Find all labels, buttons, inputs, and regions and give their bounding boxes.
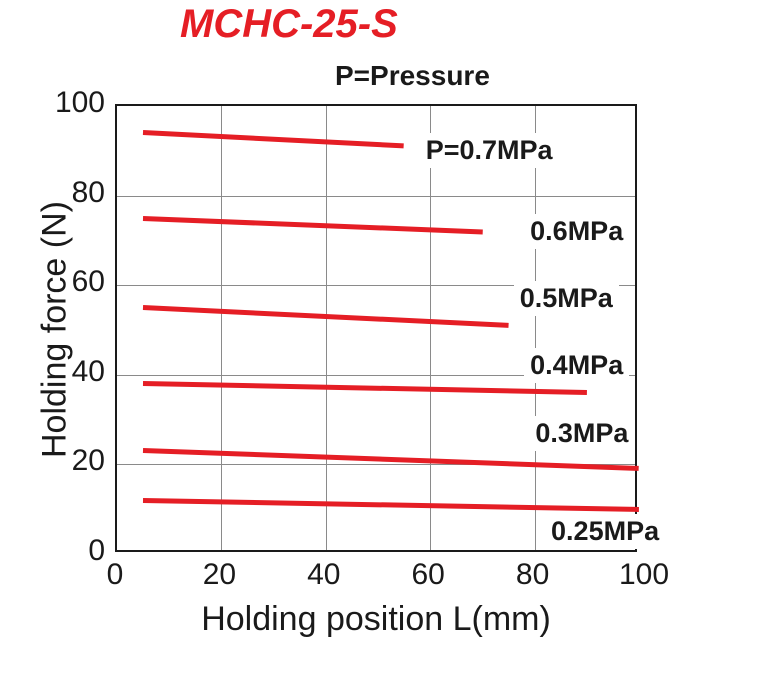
chart-subtitle: P=Pressure — [335, 60, 490, 92]
chart-title: MCHC-25-S — [180, 2, 398, 47]
series-label: 0.3MPa — [529, 416, 634, 451]
y-tick: 40 — [47, 355, 105, 389]
y-tick: 60 — [47, 265, 105, 299]
y-axis-label: Holding force (N) — [36, 180, 75, 480]
grid-line-v — [326, 106, 327, 550]
y-tick: 20 — [47, 444, 105, 478]
series-line — [143, 130, 404, 148]
series-label: 0.6MPa — [524, 214, 629, 249]
y-tick: 0 — [47, 534, 105, 568]
series-line — [143, 381, 587, 395]
series-line — [143, 448, 639, 471]
x-tick: 60 — [410, 558, 446, 592]
x-tick: 20 — [201, 558, 237, 592]
series-line — [143, 498, 639, 512]
series-label: 0.4MPa — [524, 348, 629, 383]
grid-line-h — [117, 196, 635, 197]
grid-line-v — [221, 106, 222, 550]
x-axis-label: Holding position L(mm) — [115, 600, 637, 639]
y-tick: 80 — [47, 176, 105, 210]
x-tick: 100 — [619, 558, 655, 592]
x-tick: 80 — [515, 558, 551, 592]
series-line — [143, 216, 482, 234]
series-label: P=0.7MPa — [420, 133, 559, 168]
series-label: 0.5MPa — [514, 281, 619, 316]
x-tick: 40 — [306, 558, 342, 592]
y-tick: 100 — [47, 86, 105, 120]
chart-container: MCHC-25-S P=Pressure Holding force (N) H… — [0, 0, 759, 678]
grid-line-v — [535, 106, 536, 550]
series-label: 0.25MPa — [545, 514, 665, 549]
grid-line-v — [430, 106, 431, 550]
plot-area: P=0.7MPa0.6MPa0.5MPa0.4MPa0.3MPa0.25MPa — [115, 104, 637, 552]
